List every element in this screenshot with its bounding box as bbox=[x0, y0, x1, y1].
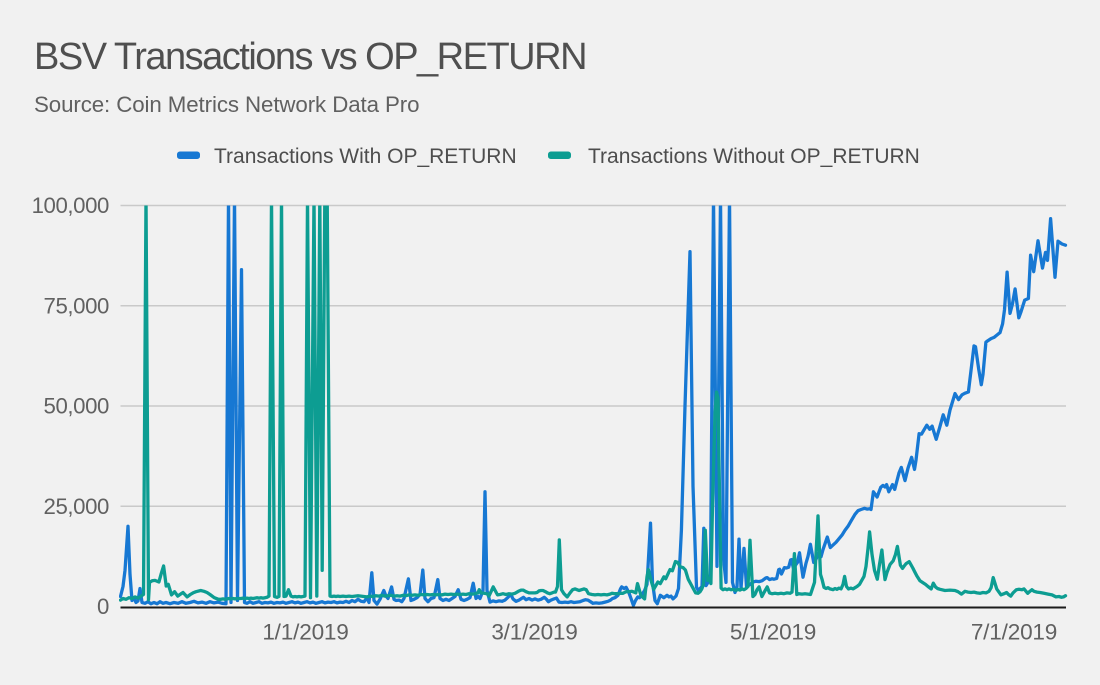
svg-text:0: 0 bbox=[97, 594, 109, 619]
svg-text:50,000: 50,000 bbox=[44, 394, 110, 419]
svg-text:3/1/2019: 3/1/2019 bbox=[491, 620, 577, 645]
svg-text:100,000: 100,000 bbox=[32, 193, 109, 218]
svg-text:7/1/2019: 7/1/2019 bbox=[971, 620, 1057, 645]
svg-text:BSV Transactions vs OP_RETURN: BSV Transactions vs OP_RETURN bbox=[34, 36, 586, 78]
svg-text:Transactions With OP_RETURN: Transactions With OP_RETURN bbox=[214, 145, 517, 168]
svg-text:75,000: 75,000 bbox=[44, 293, 110, 318]
svg-text:5/1/2019: 5/1/2019 bbox=[730, 620, 816, 645]
svg-text:25,000: 25,000 bbox=[44, 494, 110, 519]
svg-text:Source: Coin Metrics Network D: Source: Coin Metrics Network Data Pro bbox=[34, 92, 419, 117]
svg-text:1/1/2019: 1/1/2019 bbox=[262, 620, 348, 645]
svg-text:Transactions Without OP_RETURN: Transactions Without OP_RETURN bbox=[588, 145, 920, 168]
